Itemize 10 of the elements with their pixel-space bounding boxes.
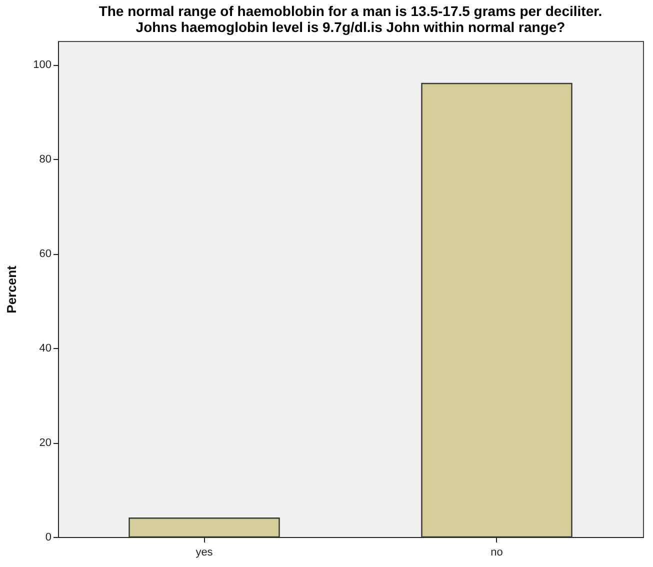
y-tick-label: 0 bbox=[45, 532, 52, 544]
x-tick-label: yes bbox=[196, 546, 214, 558]
x-tick-label: no bbox=[490, 546, 503, 558]
y-tick-label: 100 bbox=[33, 59, 52, 72]
y-tick-label: 40 bbox=[39, 342, 52, 355]
y-tick-label: 20 bbox=[39, 437, 52, 450]
chart-title: The normal range of haemoblobin for a man is 13.5-17.5 grams per deciliter. Johns haemoglobin level is 9.7g/dl.is John within normal range? bbox=[98, 3, 602, 35]
y-axis-title: Percent bbox=[4, 264, 20, 314]
y-tick-label: 60 bbox=[39, 248, 52, 260]
y-tick-label: 80 bbox=[39, 154, 52, 166]
